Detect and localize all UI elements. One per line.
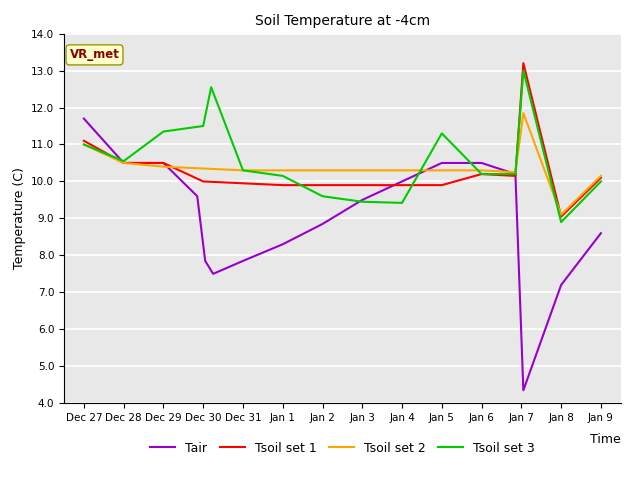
Tsoil set 1 <box>279 182 287 188</box>
Tair <box>159 160 167 166</box>
Tsoil set 2 <box>239 168 247 173</box>
Tsoil set 3 <box>80 142 88 147</box>
Tsoil set 3 <box>120 158 127 164</box>
Line: Tsoil set 1: Tsoil set 1 <box>84 63 601 216</box>
Tsoil set 1 <box>520 60 527 66</box>
Tair <box>202 258 209 264</box>
Tsoil set 2 <box>120 160 127 166</box>
Tsoil set 1 <box>80 138 88 144</box>
Tsoil set 3 <box>207 84 215 90</box>
Tsoil set 3 <box>511 171 519 177</box>
Tsoil set 3 <box>557 219 565 225</box>
Line: Tsoil set 2: Tsoil set 2 <box>84 113 601 215</box>
Tsoil set 1 <box>477 171 485 177</box>
Tsoil set 3 <box>358 199 366 204</box>
Tair <box>80 116 88 121</box>
Tsoil set 1 <box>239 180 247 186</box>
Tsoil set 2 <box>319 168 326 173</box>
Tair <box>477 160 485 166</box>
Text: VR_met: VR_met <box>70 48 120 61</box>
Tsoil set 1 <box>438 182 445 188</box>
Tair <box>193 193 201 199</box>
Y-axis label: Temperature (C): Temperature (C) <box>13 168 26 269</box>
Tair <box>398 179 406 184</box>
Tsoil set 2 <box>557 212 565 217</box>
Tair <box>520 387 527 393</box>
Tsoil set 1 <box>398 182 406 188</box>
Tair <box>279 241 287 247</box>
Tsoil set 1 <box>159 160 167 166</box>
Tsoil set 1 <box>557 214 565 219</box>
Tsoil set 1 <box>319 182 326 188</box>
Tsoil set 1 <box>120 160 127 166</box>
Tair <box>557 282 565 288</box>
Tsoil set 1 <box>597 175 605 180</box>
Line: Tsoil set 3: Tsoil set 3 <box>84 71 601 222</box>
Tsoil set 3 <box>319 193 326 199</box>
Tair <box>597 230 605 236</box>
Tsoil set 1 <box>200 179 207 184</box>
Tsoil set 2 <box>279 168 287 173</box>
Tsoil set 1 <box>358 182 366 188</box>
Tsoil set 2 <box>438 168 445 173</box>
Tsoil set 3 <box>398 200 406 206</box>
Tsoil set 3 <box>279 173 287 179</box>
Tair <box>209 271 217 276</box>
Text: Time: Time <box>590 433 621 446</box>
Line: Tair: Tair <box>84 119 601 390</box>
Legend: Tair, Tsoil set 1, Tsoil set 2, Tsoil set 3: Tair, Tsoil set 1, Tsoil set 2, Tsoil se… <box>145 437 540 460</box>
Tsoil set 3 <box>477 171 485 177</box>
Tsoil set 3 <box>597 179 605 184</box>
Tair <box>511 171 519 177</box>
Tsoil set 2 <box>597 173 605 179</box>
Tair <box>239 258 247 264</box>
Tair <box>319 221 326 227</box>
Tsoil set 2 <box>520 110 527 116</box>
Tsoil set 2 <box>511 169 519 175</box>
Tair <box>120 160 127 166</box>
Tair <box>358 197 366 203</box>
Tsoil set 3 <box>159 129 167 134</box>
Tsoil set 2 <box>80 142 88 147</box>
Title: Soil Temperature at -4cm: Soil Temperature at -4cm <box>255 14 430 28</box>
Tsoil set 1 <box>511 173 519 179</box>
Tsoil set 3 <box>438 131 445 136</box>
Tsoil set 2 <box>159 164 167 169</box>
Tsoil set 3 <box>520 68 527 73</box>
Tsoil set 2 <box>200 166 207 171</box>
Tsoil set 2 <box>477 168 485 173</box>
Tair <box>438 160 445 166</box>
Tsoil set 2 <box>398 168 406 173</box>
Tsoil set 3 <box>239 168 247 173</box>
Tsoil set 2 <box>358 168 366 173</box>
Tsoil set 3 <box>200 123 207 129</box>
